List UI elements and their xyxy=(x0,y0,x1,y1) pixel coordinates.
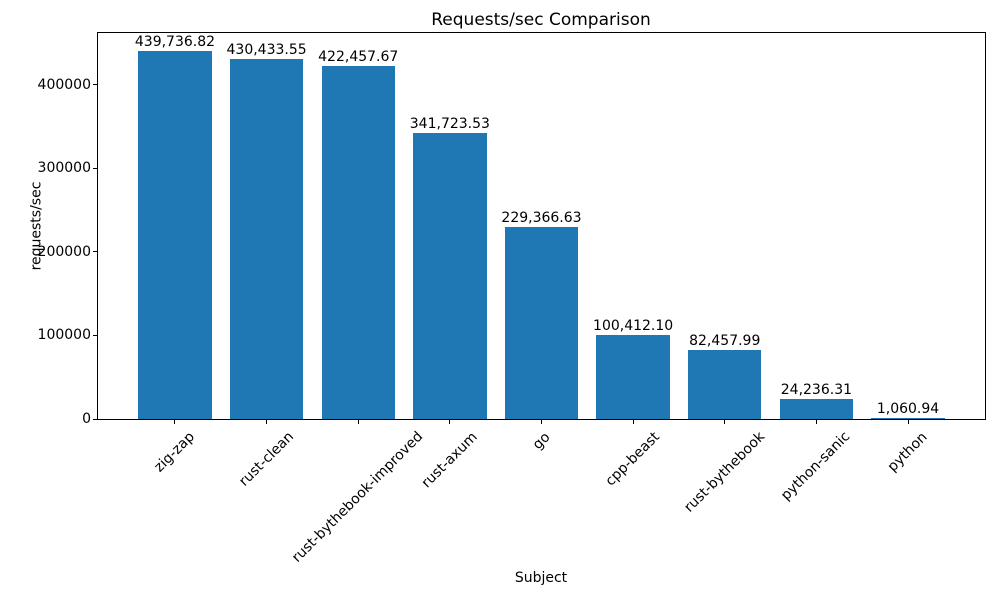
x-tick-mark xyxy=(266,420,268,424)
y-tick-mark xyxy=(93,84,97,86)
bar-value-label: 24,236.31 xyxy=(780,381,853,398)
x-tick-label: cpp-beast xyxy=(602,428,663,490)
bar xyxy=(596,335,670,419)
chart-title: Requests/sec Comparison xyxy=(431,10,651,30)
bar xyxy=(504,227,579,419)
x-axis-label: Subject xyxy=(514,570,568,586)
y-tick-mark xyxy=(93,251,97,253)
x-tick-mark xyxy=(907,420,909,424)
bar-value-label: 82,457.99 xyxy=(689,333,761,350)
x-tick-label: rust-bythebook xyxy=(680,428,768,516)
y-tick-label: 400000 xyxy=(37,76,91,93)
x-tick-label: zig-zap xyxy=(151,428,198,476)
bar-value-label: 100,412.10 xyxy=(593,318,674,335)
bar-value-label: 1,060.94 xyxy=(876,401,940,417)
y-tick-label: 200000 xyxy=(37,243,91,260)
x-tick-label: rust-clean xyxy=(235,428,297,490)
x-tick-label: python xyxy=(884,428,931,475)
x-tick-label: python-sanic xyxy=(778,428,854,505)
y-tick-label: 300000 xyxy=(37,160,91,177)
bar xyxy=(229,59,304,419)
x-tick-mark xyxy=(174,420,176,424)
y-tick-mark xyxy=(93,334,97,336)
bar xyxy=(138,51,212,419)
x-tick-mark xyxy=(541,420,542,424)
y-tick-label: 100000 xyxy=(37,327,91,344)
bar xyxy=(413,133,487,419)
x-tick-mark xyxy=(632,420,634,424)
bar-value-label: 341,723.53 xyxy=(409,116,490,133)
x-tick-mark xyxy=(449,420,451,424)
bar xyxy=(871,418,945,419)
y-tick-mark xyxy=(93,167,97,169)
x-tick-label: rust-axum xyxy=(418,428,481,492)
bar xyxy=(688,350,762,419)
x-tick-label: go xyxy=(529,428,553,453)
bar xyxy=(779,398,854,419)
bar-value-label: 439,736.82 xyxy=(134,34,216,51)
bar-value-label: 229,366.63 xyxy=(501,210,582,227)
x-tick-label: rust-bythebook-improved xyxy=(289,428,427,567)
x-tick-mark xyxy=(724,420,726,424)
plot-area xyxy=(97,32,986,420)
bar-value-label: 422,457.67 xyxy=(318,48,399,65)
bar-value-label: 430,433.55 xyxy=(226,42,307,59)
y-tick-label: 0 xyxy=(82,411,91,427)
y-tick-mark xyxy=(93,418,97,420)
x-tick-mark xyxy=(357,420,359,424)
x-tick-mark xyxy=(815,420,817,424)
bar xyxy=(321,65,395,419)
